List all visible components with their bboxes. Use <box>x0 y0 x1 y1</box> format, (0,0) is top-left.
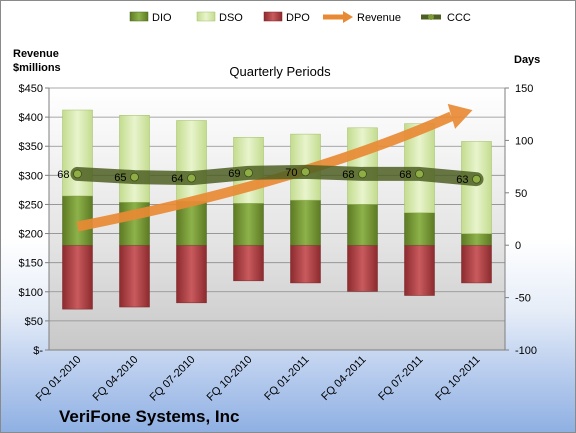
ccc-data-label: 68 <box>342 169 354 181</box>
category-label: FQ 04-2010 <box>91 354 141 404</box>
right-tick-label: 50 <box>515 188 527 200</box>
right-axis-title: Days <box>514 54 540 66</box>
right-tick-label: -50 <box>515 293 531 305</box>
bar-dso <box>347 127 378 205</box>
left-tick-label: $200 <box>19 229 43 241</box>
ccc-data-label: 65 <box>114 172 126 184</box>
legend-label-dpo: DPO <box>286 12 310 24</box>
bar-dio <box>233 203 264 246</box>
ccc-point <box>187 173 196 183</box>
bar-dpo <box>290 244 321 284</box>
legend-label-ccc: CCC <box>447 12 471 24</box>
left-tick-label: $50 <box>25 316 43 328</box>
legend-swatch-dso <box>196 11 216 22</box>
legend-swatch-dio <box>129 11 149 22</box>
category-label: FQ 01-2010 <box>34 354 84 404</box>
bar-dpo <box>461 244 492 284</box>
ccc-point <box>301 167 310 177</box>
bar-dpo <box>119 244 150 308</box>
left-tick-label: $100 <box>19 287 43 299</box>
legend-label-dso: DSO <box>219 12 243 24</box>
right-tick-label: 0 <box>515 240 521 252</box>
bar-dio <box>404 212 435 246</box>
category-label: FQ 07-2010 <box>148 354 198 404</box>
right-tick-label: 150 <box>515 83 533 95</box>
right-tick-label: -100 <box>515 345 537 357</box>
legend: DIO DSO DPO Revenue CCC <box>129 11 471 24</box>
left-axis-title-line1: Revenue <box>13 48 59 60</box>
left-tick-label: $- <box>33 345 43 357</box>
legend-swatch-ccc <box>421 14 441 20</box>
bar-dio <box>461 233 492 246</box>
ccc-data-label: 70 <box>285 167 297 179</box>
bar-dpo <box>347 244 378 292</box>
legend-label-dio: DIO <box>152 12 172 24</box>
left-tick-label: $150 <box>19 258 43 270</box>
category-label: FQ 07-2011 <box>376 354 425 403</box>
left-tick-label: $450 <box>19 83 43 95</box>
left-tick-label: $250 <box>19 199 43 211</box>
bar-dso <box>176 120 207 202</box>
ccc-series: 68 65 64 69 70 68 68 63 <box>57 164 484 187</box>
left-tick-label: $350 <box>19 141 43 153</box>
category-label: FQ 10-2011 <box>433 354 482 403</box>
category-label: FQ 01-2011 <box>262 354 311 403</box>
bar-dso <box>461 141 492 234</box>
revenue-arrowhead <box>447 103 473 129</box>
legend-swatch-revenue <box>323 11 353 23</box>
ccc-data-label: 68 <box>399 169 411 181</box>
bar-dpo <box>404 244 435 296</box>
ccc-point <box>244 168 253 178</box>
bar-dpo <box>233 244 264 282</box>
legend-label-revenue: Revenue <box>357 12 401 24</box>
ccc-point <box>73 169 82 179</box>
bar-dpo <box>176 244 207 304</box>
ccc-point <box>415 169 424 179</box>
bar-dio <box>290 199 321 246</box>
bar-dio <box>347 204 378 246</box>
ccc-data-label: 64 <box>171 173 183 185</box>
chart-title: Quarterly Periods <box>229 64 331 79</box>
ccc-point <box>358 169 367 179</box>
company-name: VeriFone Systems, Inc <box>59 407 239 426</box>
bar-dso <box>119 114 150 203</box>
bar-dpo <box>62 244 93 310</box>
ccc-point <box>472 174 481 184</box>
left-tick-label: $300 <box>19 170 43 182</box>
ccc-data-label: 63 <box>456 174 468 186</box>
legend-swatch-dpo <box>263 11 283 22</box>
category-label: FQ 04-2011 <box>319 354 368 403</box>
ccc-point <box>130 172 139 182</box>
left-tick-label: $400 <box>19 112 43 124</box>
left-axis-title-line2: $millions <box>13 62 61 74</box>
right-tick-label: 100 <box>515 135 533 147</box>
bar-dso <box>62 109 93 197</box>
ccc-line <box>70 164 484 187</box>
ccc-data-label: 69 <box>228 168 240 180</box>
ccc-data-label: 68 <box>57 169 69 181</box>
category-label: FQ 10-2010 <box>205 354 255 404</box>
